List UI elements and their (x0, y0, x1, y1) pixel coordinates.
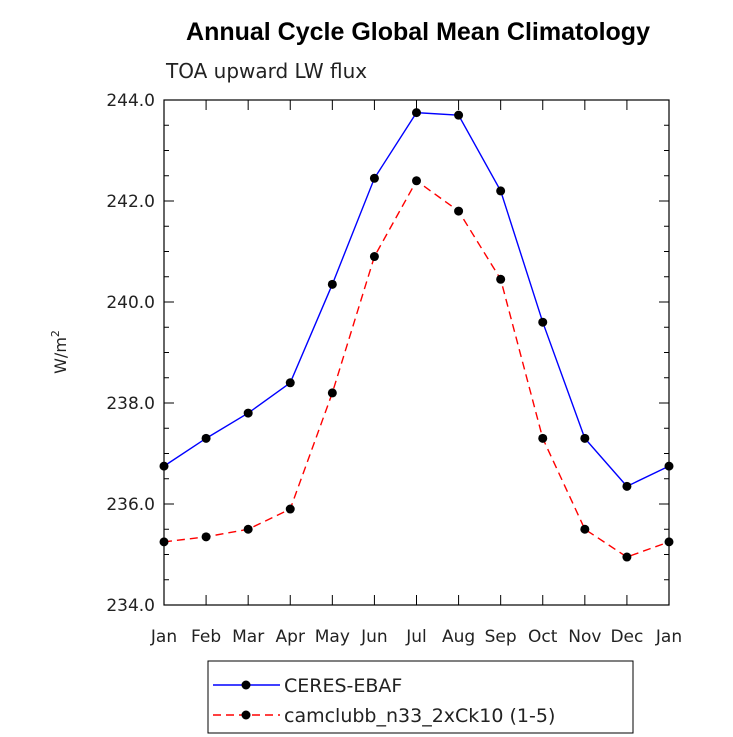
plot-frame (163, 99, 670, 606)
y-tick-label: 238.0 (106, 394, 155, 414)
y-minor-ticks (164, 124, 669, 581)
x-tick-label: Jan (150, 627, 177, 647)
x-tick-label: Feb (191, 627, 221, 647)
x-tick-label: Apr (276, 627, 305, 647)
data-point (159, 537, 169, 547)
data-point (580, 524, 590, 534)
series-line-1 (163, 111, 670, 488)
x-tick-label: Jan (655, 627, 682, 647)
data-point (580, 433, 590, 443)
data-point (159, 461, 169, 471)
data-point (369, 173, 379, 183)
x-tick-label: Nov (568, 627, 601, 647)
legend-label: camclubb_n33_2xCk10 (1-5) (284, 705, 555, 727)
y-tick-label: 234.0 (106, 596, 155, 616)
data-point (201, 433, 211, 443)
data-point (496, 274, 506, 284)
data-point (664, 461, 674, 471)
y-tick-label: 244.0 (106, 91, 155, 111)
legend: CERES-EBAF camclubb_n33_2xCk10 (1-5) (213, 675, 555, 727)
series-layer (159, 108, 674, 562)
data-point (664, 537, 674, 547)
x-tick-label: Jun (360, 627, 388, 647)
data-point (369, 252, 379, 262)
data-point (243, 524, 253, 534)
data-point (285, 378, 295, 388)
x-tick-label: Oct (528, 627, 558, 647)
data-point (412, 108, 421, 118)
data-point (412, 176, 421, 186)
x-tick-label: Jul (405, 627, 427, 647)
data-point (496, 186, 506, 196)
data-point (201, 532, 211, 542)
x-tick-label: Mar (232, 627, 264, 647)
y-tick-label: 242.0 (106, 192, 155, 212)
data-point (454, 206, 464, 216)
x-tick-label: Sep (485, 627, 517, 647)
y-tick-label: 240.0 (106, 293, 155, 313)
x-axis: Jan Feb Mar Apr May Jun Jul Aug Sep Oct Nov Dec Jan (150, 100, 682, 647)
data-point (538, 317, 548, 327)
data-point (285, 504, 295, 514)
series-line-2 (163, 179, 670, 558)
x-tick-label: Dec (610, 627, 643, 647)
chart-subtitle: TOA upward LW flux (165, 59, 367, 83)
legend-box (207, 660, 634, 734)
data-point (454, 110, 464, 120)
x-tick-label: Aug (442, 627, 475, 647)
legend-marker (241, 710, 251, 720)
data-point (327, 279, 337, 289)
data-point (622, 552, 632, 562)
legend-label: CERES-EBAF (284, 675, 402, 697)
data-point (243, 408, 253, 418)
y-axis: 234.0 236.0 238.0 240.0 242.0 244.0 (106, 91, 669, 616)
y-axis-label: W/m2 (49, 330, 70, 374)
legend-marker (241, 680, 251, 690)
data-point (327, 388, 337, 398)
data-point (622, 481, 632, 491)
data-point (538, 433, 548, 443)
chart-title: Annual Cycle Global Mean Climatology (186, 18, 650, 46)
x-tick-label: May (315, 627, 350, 647)
y-tick-label: 236.0 (106, 495, 155, 515)
